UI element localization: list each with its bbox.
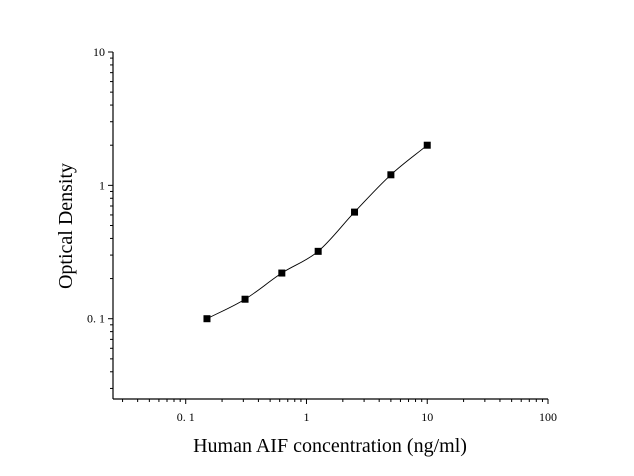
x-tick-label: 100 [539, 410, 557, 424]
axes [112, 52, 548, 400]
tick-labels: 0. 1 1 10 100 0. 1 1 10 [87, 45, 557, 424]
data-point [241, 295, 249, 303]
data-point [387, 171, 395, 179]
data-markers [203, 141, 431, 323]
x-tick-label: 1 [303, 410, 309, 424]
fit-curve [206, 144, 428, 320]
y-tick-label: 10 [93, 45, 105, 59]
data-point [423, 141, 431, 149]
x-tick-label: 0. 1 [177, 410, 195, 424]
y-tick-label: 1 [99, 178, 105, 192]
y-axis-title: Optical Density [55, 163, 77, 289]
data-point [351, 208, 359, 216]
data-point [278, 269, 286, 277]
y-tick-label: 0. 1 [87, 312, 105, 326]
x-axis-title: Human AIF concentration (ng/ml) [193, 435, 467, 457]
data-point [203, 315, 211, 323]
ticks [108, 51, 549, 404]
x-tick-label: 10 [421, 410, 433, 424]
data-point [314, 247, 322, 255]
